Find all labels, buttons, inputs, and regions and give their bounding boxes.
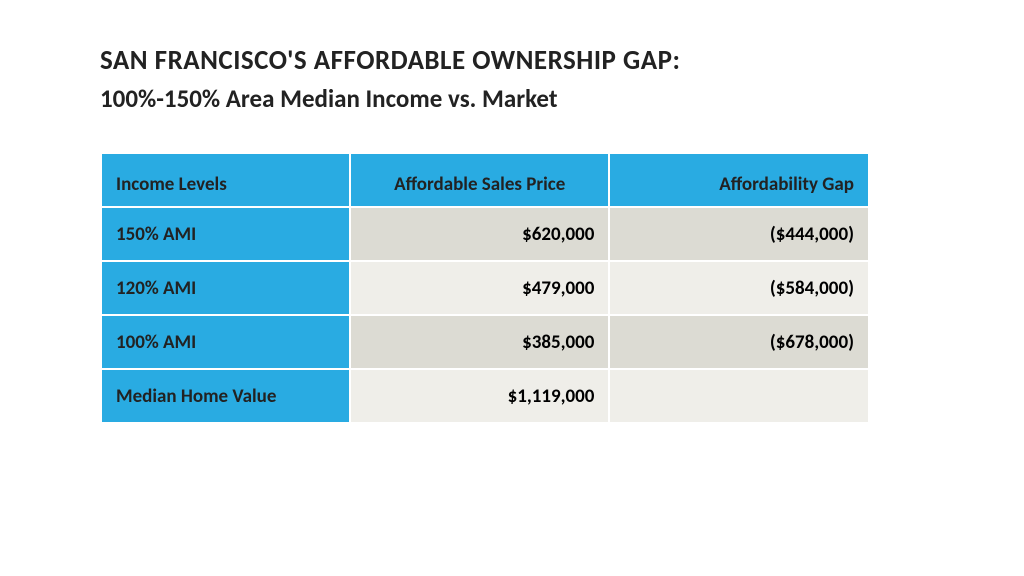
- row-gap: ($678,000): [610, 316, 868, 368]
- title-line-1: SAN FRANCISCO'S AFFORDABLE OWNERSHIP GAP…: [100, 44, 924, 77]
- row-price: $479,000: [351, 262, 608, 314]
- row-label: Median Home Value: [102, 370, 349, 422]
- row-label: 100% AMI: [102, 316, 349, 368]
- row-gap: [610, 370, 868, 422]
- row-gap: ($444,000): [610, 208, 868, 260]
- table-row: Median Home Value $1,119,000: [102, 370, 868, 422]
- row-price: $385,000: [351, 316, 608, 368]
- affordability-table: Income Levels Affordable Sales Price Aff…: [100, 152, 870, 424]
- col-header-income: Income Levels: [102, 154, 349, 206]
- table-body: 150% AMI $620,000 ($444,000) 120% AMI $4…: [102, 208, 868, 422]
- row-label: 120% AMI: [102, 262, 349, 314]
- row-label: 150% AMI: [102, 208, 349, 260]
- col-header-gap: Affordability Gap: [610, 154, 868, 206]
- table-row: 150% AMI $620,000 ($444,000): [102, 208, 868, 260]
- table-header-row: Income Levels Affordable Sales Price Aff…: [102, 154, 868, 206]
- table-row: 100% AMI $385,000 ($678,000): [102, 316, 868, 368]
- col-header-price: Affordable Sales Price: [351, 154, 608, 206]
- row-gap: ($584,000): [610, 262, 868, 314]
- slide-title: SAN FRANCISCO'S AFFORDABLE OWNERSHIP GAP…: [100, 44, 924, 114]
- table-row: 120% AMI $479,000 ($584,000): [102, 262, 868, 314]
- row-price: $1,119,000: [351, 370, 608, 422]
- row-price: $620,000: [351, 208, 608, 260]
- title-line-2: 100%-150% Area Median Income vs. Market: [100, 83, 924, 114]
